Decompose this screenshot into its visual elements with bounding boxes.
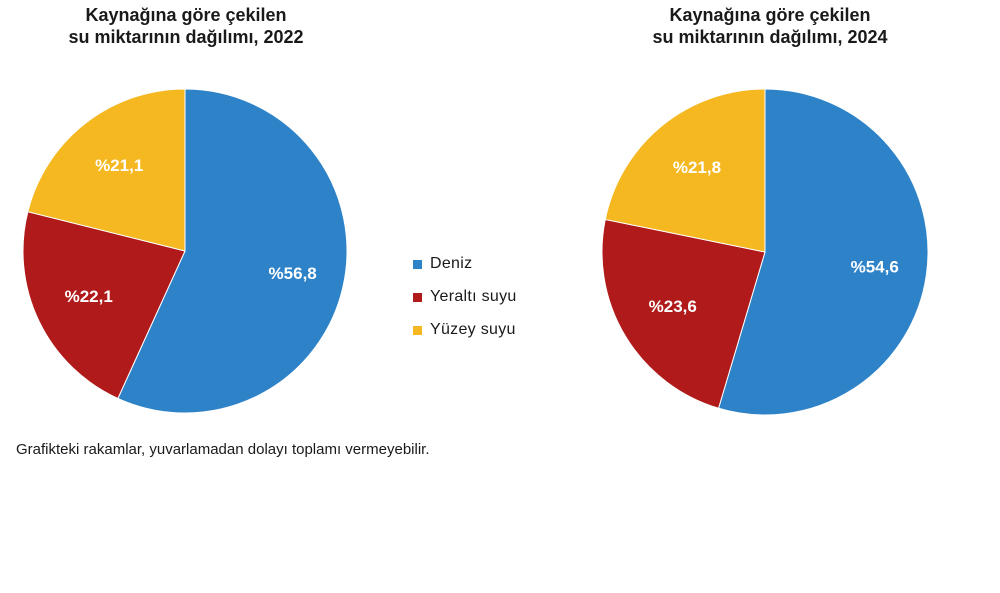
footnote: Grafikteki rakamlar, yuvarlamadan dolayı…	[16, 441, 430, 458]
pie-slice-yeralti-suyu-2022	[22, 211, 186, 400]
pie-label-yuzey-suyu-2022: %21,1	[95, 156, 143, 175]
legend-swatch-deniz	[413, 259, 422, 269]
pie-label-deniz-2024: %54,6	[851, 257, 899, 276]
chart-title-2022: Kaynağına göre çekilen su miktarının dağ…	[6, 4, 366, 48]
legend-swatch-yuzey-suyu	[413, 325, 422, 335]
pie-label-deniz-2022: %56,8	[269, 264, 317, 283]
legend-label-deniz: Deniz	[430, 255, 473, 272]
legend-item-yuzey-suyu: Yüzey suyu	[413, 318, 517, 342]
chart-title-2022-line1: Kaynağına göre çekilen	[85, 5, 287, 25]
chart-title-2024-line2: su miktarının dağılımı, 2024	[652, 27, 888, 47]
legend-swatch-yeralti-suyu	[413, 292, 422, 302]
legend-label-yeralti-suyu: Yeraltı suyu	[430, 288, 517, 305]
pie-slice-yuzey-suyu-2022	[27, 88, 186, 252]
legend-item-deniz: Deniz	[413, 252, 517, 276]
pie-label-yeralti-suyu-2022: %22,1	[65, 287, 113, 306]
pie-label-yuzey-suyu-2024: %21,8	[673, 158, 721, 177]
chart-title-2024-line1: Kaynağına göre çekilen	[669, 5, 871, 25]
legend-label-yuzey-suyu: Yüzey suyu	[430, 321, 516, 338]
legend-item-yeralti-suyu: Yeraltı suyu	[413, 285, 517, 309]
chart-title-2022-line2: su miktarının dağılımı, 2022	[68, 27, 304, 47]
pie-slice-deniz-2022	[117, 88, 348, 414]
pie-slice-deniz-2024	[717, 88, 929, 416]
chart-title-2024: Kaynağına göre çekilen su miktarının dağ…	[590, 4, 950, 48]
pie-slice-yeralti-suyu-2024	[601, 218, 766, 409]
pie-label-yeralti-suyu-2024: %23,6	[649, 297, 697, 316]
pie-slice-yuzey-suyu-2024	[604, 88, 766, 253]
legend: Deniz Yeraltı suyu Yüzey suyu	[413, 252, 517, 351]
